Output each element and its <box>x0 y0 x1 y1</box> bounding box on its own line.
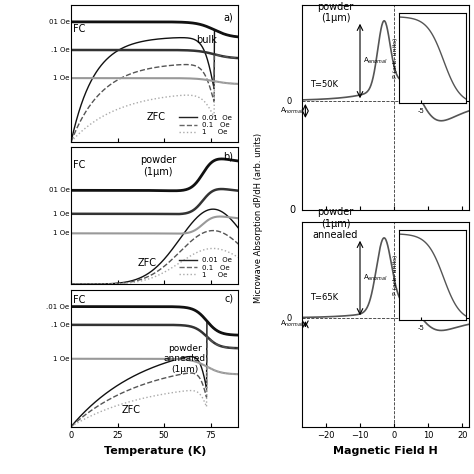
Text: FC: FC <box>73 160 85 170</box>
Text: 01 Oe: 01 Oe <box>48 187 69 193</box>
Text: powder
(1μm): powder (1μm) <box>317 1 354 23</box>
Text: a): a) <box>224 13 233 23</box>
Text: 1 Oe: 1 Oe <box>53 356 69 362</box>
Text: 1 Oe: 1 Oe <box>53 211 69 217</box>
Text: bulk: bulk <box>197 35 218 45</box>
Text: T=50K: T=50K <box>310 80 338 89</box>
Text: powder
(1μm)
annealed: powder (1μm) annealed <box>313 207 358 240</box>
Text: 0: 0 <box>287 314 292 323</box>
Text: FC: FC <box>73 295 85 305</box>
Text: ZFC: ZFC <box>146 112 165 122</box>
Text: T=65K: T=65K <box>310 292 338 301</box>
Text: .1 Oe: .1 Oe <box>51 47 69 53</box>
Text: A$_{anomal}$: A$_{anomal}$ <box>364 56 389 66</box>
X-axis label: Temperature (K): Temperature (K) <box>103 446 206 456</box>
Text: .01 Oe: .01 Oe <box>46 303 69 310</box>
Legend: 0.01  Oe, 0.1   Oe, 1     Oe: 0.01 Oe, 0.1 Oe, 1 Oe <box>177 255 235 281</box>
Text: powder
annealed
(1μm): powder annealed (1μm) <box>164 344 206 374</box>
Text: 0: 0 <box>289 204 295 215</box>
Text: ZFC: ZFC <box>138 258 157 268</box>
Text: A$_{normal}$: A$_{normal}$ <box>280 319 304 329</box>
Text: ZFC: ZFC <box>121 405 140 415</box>
Text: A$_{anomal}$: A$_{anomal}$ <box>364 273 389 283</box>
Legend: 0.01  Oe, 0.1   Oe, 1     Oe: 0.01 Oe, 0.1 Oe, 1 Oe <box>177 112 235 138</box>
Text: c): c) <box>224 294 233 304</box>
Text: A$_{normal}$: A$_{normal}$ <box>280 106 304 116</box>
Text: 0: 0 <box>287 97 292 106</box>
Text: powder
(1μm): powder (1μm) <box>140 155 176 177</box>
Text: 01 Oe: 01 Oe <box>48 19 69 25</box>
Text: FC: FC <box>73 24 85 34</box>
Text: Microwave Absorption dP/dH (arb. units): Microwave Absorption dP/dH (arb. units) <box>254 133 263 303</box>
Text: 1 Oe: 1 Oe <box>53 75 69 81</box>
Text: b): b) <box>223 151 233 161</box>
Text: .1 Oe: .1 Oe <box>51 322 69 328</box>
Text: 1 Oe: 1 Oe <box>53 230 69 237</box>
X-axis label: Magnetic Field H: Magnetic Field H <box>333 446 438 456</box>
